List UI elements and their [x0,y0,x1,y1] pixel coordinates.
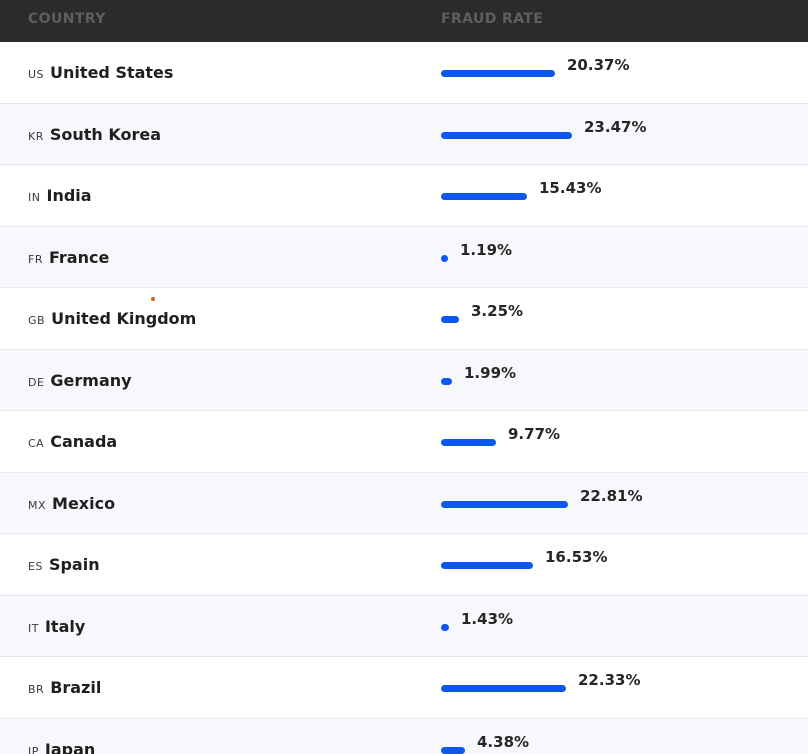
country-name: Japan [44,739,96,754]
country-name: Spain [48,555,100,574]
country-name: Mexico [52,493,116,513]
fraud-rate-bar [441,746,465,754]
fraud-rate-cell: 1.19% [441,227,801,288]
country-name: United States [50,63,174,82]
table-header: COUNTRY FRAUD RATE [0,0,808,42]
fraud-rate-value: 3.25% [471,302,524,320]
fraud-rate-bar [441,623,449,631]
fraud-rate-cell: 1.43% [441,596,801,657]
country-cell: IT Italy [28,617,85,636]
country-cell: GB United Kingdom [28,309,196,328]
fraud-rate-cell: 22.33% [441,657,801,718]
table-row[interactable]: CA Canada 9.77% [0,411,808,473]
fraud-rate-bar [441,500,568,508]
country-name: Brazil [50,678,102,697]
table-row[interactable]: DE Germany 1.99% [0,349,808,411]
country-cell: CA Canada [28,432,117,451]
country-code: CA [28,437,45,450]
country-code: JP [28,744,39,754]
fraud-rate-cell: 22.81% [441,473,801,534]
column-header-fraud-rate[interactable]: FRAUD RATE [441,11,544,27]
cursor-dot-marker [151,297,155,301]
fraud-rate-cell: 1.99% [441,350,801,411]
country-name: South Korea [49,124,162,144]
table-row[interactable]: JP Japan 4.38% [0,718,808,754]
table-row[interactable]: ES Spain 16.53% [0,534,808,596]
fraud-rate-bar [441,562,533,569]
fraud-rate-cell: 3.25% [441,288,801,349]
country-cell: FR France [28,248,109,267]
fraud-rate-value: 16.53% [545,548,608,566]
fraud-rate-value: 1.43% [461,609,514,628]
country-cell: MX Mexico [28,494,115,513]
country-code: IT [28,621,39,635]
fraud-rate-value: 1.19% [460,240,513,259]
country-cell: JP Japan [28,740,95,754]
table-row[interactable]: FR France 1.19% [0,226,808,288]
country-code: GB [28,314,46,327]
table-row[interactable]: IT Italy 1.43% [0,595,808,657]
country-cell: KR South Korea [28,125,161,144]
column-header-country[interactable]: COUNTRY [28,11,106,27]
fraud-rate-bar [441,377,452,385]
fraud-rate-cell: 15.43% [441,165,801,226]
country-code: FR [28,252,43,266]
fraud-rate-cell: 20.37% [441,42,801,103]
country-cell: IN India [28,186,92,205]
fraud-rate-bar [441,70,555,77]
table-row[interactable]: KR South Korea 23.47% [0,103,808,165]
country-cell: US United States [28,63,173,82]
fraud-rate-bar [441,316,459,323]
fraud-rate-value: 23.47% [584,117,647,136]
fraud-rate-value: 4.38% [477,732,530,751]
table-row[interactable]: MX Mexico 22.81% [0,472,808,534]
country-code: ES [28,560,43,573]
country-name: India [46,186,92,205]
country-name: United Kingdom [51,309,197,328]
country-code: IN [28,191,41,204]
table-row[interactable]: US United States 20.37% [0,42,808,104]
country-code: KR [28,129,44,143]
fraud-rate-value: 22.33% [578,671,641,689]
country-name: Canada [50,432,118,451]
fraud-rate-bar [441,131,572,139]
country-code: US [28,68,45,81]
table-row[interactable]: BR Brazil 22.33% [0,657,808,719]
fraud-rate-bar [441,439,496,446]
country-name: Italy [44,616,86,636]
fraud-rate-bar [441,193,527,200]
country-cell: ES Spain [28,555,100,574]
fraud-rate-value: 1.99% [464,363,517,382]
table-row[interactable]: IN India 15.43% [0,165,808,227]
country-code: BR [28,683,45,696]
country-name: Germany [50,370,132,390]
country-code: MX [28,498,47,512]
fraud-rate-cell: 9.77% [441,411,801,472]
table-row[interactable]: GB United Kingdom 3.25% [0,288,808,350]
fraud-rate-cell: 16.53% [441,534,801,595]
fraud-rate-value: 9.77% [508,425,561,443]
fraud-rate-value: 22.81% [580,486,643,505]
country-code: DE [28,375,45,389]
fraud-rate-value: 15.43% [539,179,602,197]
country-cell: DE Germany [28,371,132,390]
fraud-rate-value: 20.37% [567,56,630,74]
fraud-rate-cell: 4.38% [441,719,801,754]
fraud-rate-bar [441,685,566,692]
country-cell: BR Brazil [28,678,101,697]
table-body: US United States 20.37% KR South Korea 23.47%… [0,42,808,754]
fraud-rate-cell: 23.47% [441,104,801,165]
country-name: France [48,247,110,267]
fraud-rate-bar [441,254,448,262]
